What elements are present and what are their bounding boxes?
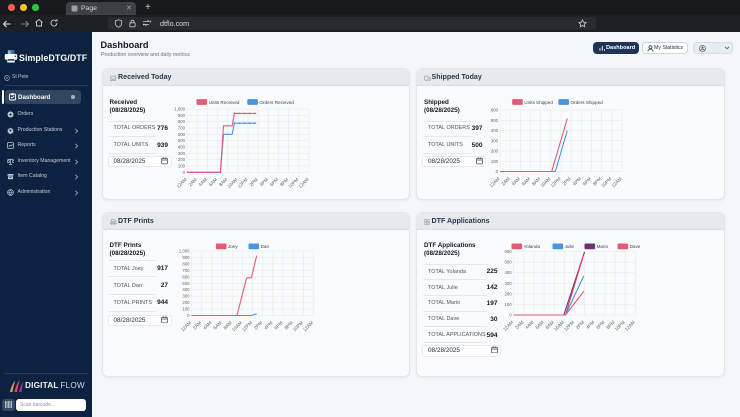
svg-text:Mario: Mario: [597, 244, 609, 249]
svg-text:2AM: 2AM: [192, 320, 202, 330]
svg-text:400: 400: [182, 287, 190, 292]
svg-text:100: 100: [178, 163, 186, 168]
svg-text:12AM: 12AM: [489, 176, 501, 188]
svg-text:8PM: 8PM: [605, 320, 615, 330]
svg-text:200: 200: [182, 300, 190, 305]
svg-text:Dan: Dan: [261, 244, 270, 249]
svg-text:12AM: 12AM: [302, 320, 314, 332]
svg-text:10PM: 10PM: [287, 177, 299, 189]
svg-text:500: 500: [178, 138, 186, 143]
svg-text:2AM: 2AM: [501, 176, 511, 186]
svg-text:12AM: 12AM: [624, 320, 636, 332]
svg-text:12AM: 12AM: [176, 177, 188, 189]
svg-text:6AM: 6AM: [521, 176, 531, 186]
svg-text:900: 900: [178, 113, 186, 118]
svg-text:600: 600: [182, 274, 190, 279]
svg-text:12AM: 12AM: [180, 320, 192, 332]
svg-text:4AM: 4AM: [202, 320, 212, 330]
svg-text:6PM: 6PM: [273, 320, 283, 330]
svg-text:400: 400: [178, 144, 186, 149]
svg-text:1,000: 1,000: [174, 107, 185, 112]
svg-text:600: 600: [178, 132, 186, 137]
svg-text:Units Received: Units Received: [209, 100, 240, 105]
svg-text:12AM: 12AM: [298, 177, 310, 189]
svg-text:Yolanda: Yolanda: [524, 244, 541, 249]
svg-text:100: 100: [182, 307, 190, 312]
svg-text:300: 300: [182, 294, 190, 299]
svg-text:200: 200: [505, 291, 513, 296]
svg-text:4AM: 4AM: [198, 177, 208, 187]
svg-text:12AM: 12AM: [611, 176, 623, 188]
svg-text:300: 300: [178, 151, 186, 156]
svg-text:1,000: 1,000: [179, 249, 190, 254]
svg-text:0: 0: [509, 313, 512, 318]
svg-text:8AM: 8AM: [218, 177, 228, 187]
svg-text:6AM: 6AM: [208, 177, 218, 187]
svg-text:4PM: 4PM: [263, 320, 273, 330]
svg-text:12AM: 12AM: [502, 320, 514, 332]
svg-text:12PM: 12PM: [237, 177, 249, 189]
svg-text:4AM: 4AM: [511, 176, 521, 186]
svg-text:800: 800: [182, 261, 190, 266]
svg-text:12PM: 12PM: [241, 320, 253, 332]
svg-text:4PM: 4PM: [572, 176, 582, 186]
svg-text:10AM: 10AM: [539, 176, 551, 188]
svg-text:12PM: 12PM: [550, 176, 562, 188]
svg-text:300: 300: [491, 138, 499, 143]
svg-text:12PM: 12PM: [563, 320, 575, 332]
svg-text:8PM: 8PM: [284, 320, 294, 330]
svg-text:600: 600: [505, 249, 513, 254]
svg-text:0: 0: [183, 170, 186, 175]
svg-text:10AM: 10AM: [226, 177, 238, 189]
svg-text:Units Shipped: Units Shipped: [524, 100, 553, 105]
svg-text:4PM: 4PM: [259, 177, 269, 187]
svg-text:6AM: 6AM: [534, 320, 544, 330]
svg-text:10PM: 10PM: [614, 320, 626, 332]
svg-text:300: 300: [505, 281, 513, 286]
svg-text:6PM: 6PM: [582, 176, 592, 186]
svg-text:Dave: Dave: [630, 244, 641, 249]
svg-text:Julie: Julie: [565, 244, 575, 249]
svg-text:700: 700: [182, 268, 190, 273]
svg-text:4PM: 4PM: [585, 320, 595, 330]
svg-text:100: 100: [491, 159, 499, 164]
svg-text:8AM: 8AM: [545, 320, 555, 330]
svg-text:10AM: 10AM: [231, 320, 243, 332]
svg-text:400: 400: [505, 270, 513, 275]
svg-text:6PM: 6PM: [269, 177, 279, 187]
svg-text:2PM: 2PM: [575, 320, 585, 330]
svg-text:0: 0: [187, 313, 190, 318]
svg-text:8PM: 8PM: [592, 176, 602, 186]
svg-text:8AM: 8AM: [223, 320, 233, 330]
svg-text:700: 700: [178, 125, 186, 130]
svg-text:2AM: 2AM: [188, 177, 198, 187]
svg-text:4AM: 4AM: [524, 320, 534, 330]
svg-text:500: 500: [505, 260, 513, 265]
svg-text:500: 500: [182, 281, 190, 286]
svg-text:2PM: 2PM: [562, 176, 572, 186]
svg-text:2PM: 2PM: [253, 320, 263, 330]
svg-text:Orders Shipped: Orders Shipped: [571, 100, 604, 105]
svg-text:200: 200: [491, 149, 499, 154]
svg-text:10AM: 10AM: [553, 320, 565, 332]
svg-text:600: 600: [491, 108, 499, 113]
svg-text:10PM: 10PM: [600, 176, 612, 188]
svg-text:100: 100: [505, 302, 513, 307]
svg-text:900: 900: [182, 255, 190, 260]
svg-text:500: 500: [491, 118, 499, 123]
svg-text:10PM: 10PM: [292, 320, 304, 332]
svg-text:200: 200: [178, 157, 186, 162]
svg-text:6AM: 6AM: [212, 320, 222, 330]
svg-text:8AM: 8AM: [531, 176, 541, 186]
svg-text:Joey: Joey: [228, 244, 238, 249]
svg-text:800: 800: [178, 119, 186, 124]
svg-text:6PM: 6PM: [595, 320, 605, 330]
svg-text:8PM: 8PM: [279, 177, 289, 187]
svg-text:2PM: 2PM: [249, 177, 259, 187]
svg-text:2AM: 2AM: [514, 320, 524, 330]
svg-text:0: 0: [496, 169, 499, 174]
svg-text:400: 400: [491, 128, 499, 133]
svg-text:Orders Received: Orders Received: [259, 100, 294, 105]
